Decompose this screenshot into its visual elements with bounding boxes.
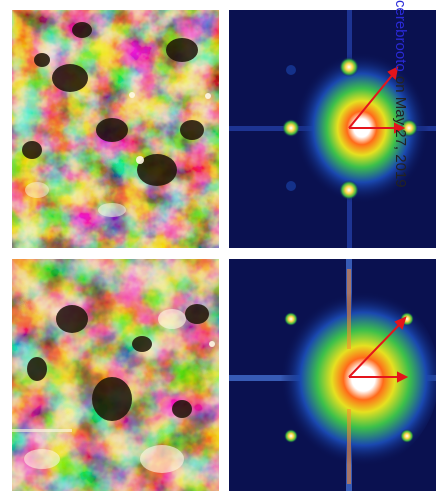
fft-image-top <box>229 10 436 248</box>
lattice-vector-arrows <box>348 66 406 134</box>
fft-image-bottom <box>229 259 436 491</box>
topography-image-bottom <box>12 259 219 491</box>
topography-image-top <box>12 10 219 248</box>
lattice-vector-arrows <box>348 316 409 383</box>
